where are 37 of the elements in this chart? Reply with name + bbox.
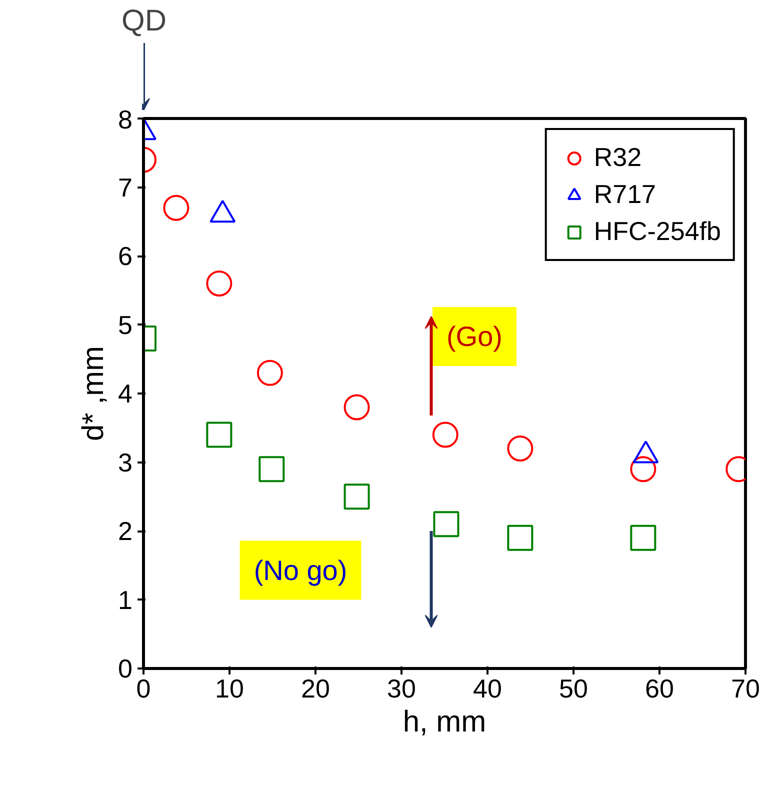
point [630, 524, 656, 551]
point [256, 360, 283, 386]
point [344, 394, 370, 420]
y-tick-label: 8 [118, 104, 133, 134]
x-tick-label: 40 [473, 674, 502, 704]
x-tick-label: 50 [559, 674, 588, 704]
point [163, 194, 190, 221]
y-tick-label: 6 [118, 241, 133, 271]
y-tick-label: 1 [118, 584, 133, 615]
y-tick-label: 0 [118, 654, 133, 684]
x-tick-label: 70 [731, 674, 760, 704]
y-tick-label: 5 [118, 310, 133, 340]
point [507, 524, 534, 551]
annotation: (Go) [446, 321, 502, 352]
x-tick-label: 60 [645, 674, 674, 704]
x-tick-label: 30 [387, 674, 416, 704]
y-axis-title: d* ,mm [77, 346, 110, 442]
x-axis-title: h, mm [402, 706, 486, 738]
annotation: (No go) [254, 554, 348, 586]
legend-label: R717 [594, 179, 656, 210]
y-tick-label: 2 [118, 516, 133, 546]
x-tick-label: 20 [301, 674, 330, 704]
x-tick-label: 10 [215, 674, 244, 704]
legend-label: HFC-254fb [594, 216, 721, 247]
point [507, 436, 534, 462]
y-tick-label: 7 [118, 172, 133, 202]
point [432, 422, 458, 448]
point [630, 456, 656, 482]
annotation: QD [122, 4, 166, 38]
y-tick-label: 4 [118, 378, 133, 408]
point [206, 422, 232, 448]
point [344, 484, 370, 510]
legend-label: R32 [594, 142, 642, 173]
point [258, 456, 285, 482]
point [433, 511, 460, 538]
point [206, 270, 232, 296]
y-tick-label: 3 [118, 447, 133, 478]
